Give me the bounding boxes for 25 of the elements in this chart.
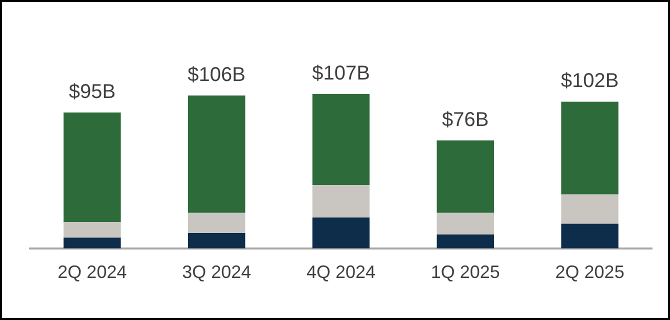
bar [561,194,618,224]
bar [64,112,121,222]
bar [436,234,494,248]
bar [188,96,246,213]
annotation: $107B [312,62,370,85]
x-tick-label: 1Q 2025 [430,262,500,282]
annotation: $95B [68,81,116,104]
bar [188,232,246,248]
bar [436,212,494,235]
annotation: $102B [560,70,619,92]
bar [188,212,246,233]
bar [64,222,121,238]
bar [436,140,494,213]
bar [561,224,618,248]
bar [312,94,370,186]
annotation: $106B [188,64,246,86]
bar [312,185,370,218]
x-tick-label: 2Q 2025 [555,262,624,282]
x-tick-label: 4Q 2024 [306,262,376,282]
bar [312,218,370,248]
annotation: $76B [442,108,489,131]
x-tick-label: 3Q 2024 [182,262,252,282]
bar [561,102,618,194]
bar [64,238,121,248]
x-tick-label: 2Q 2024 [58,262,127,282]
